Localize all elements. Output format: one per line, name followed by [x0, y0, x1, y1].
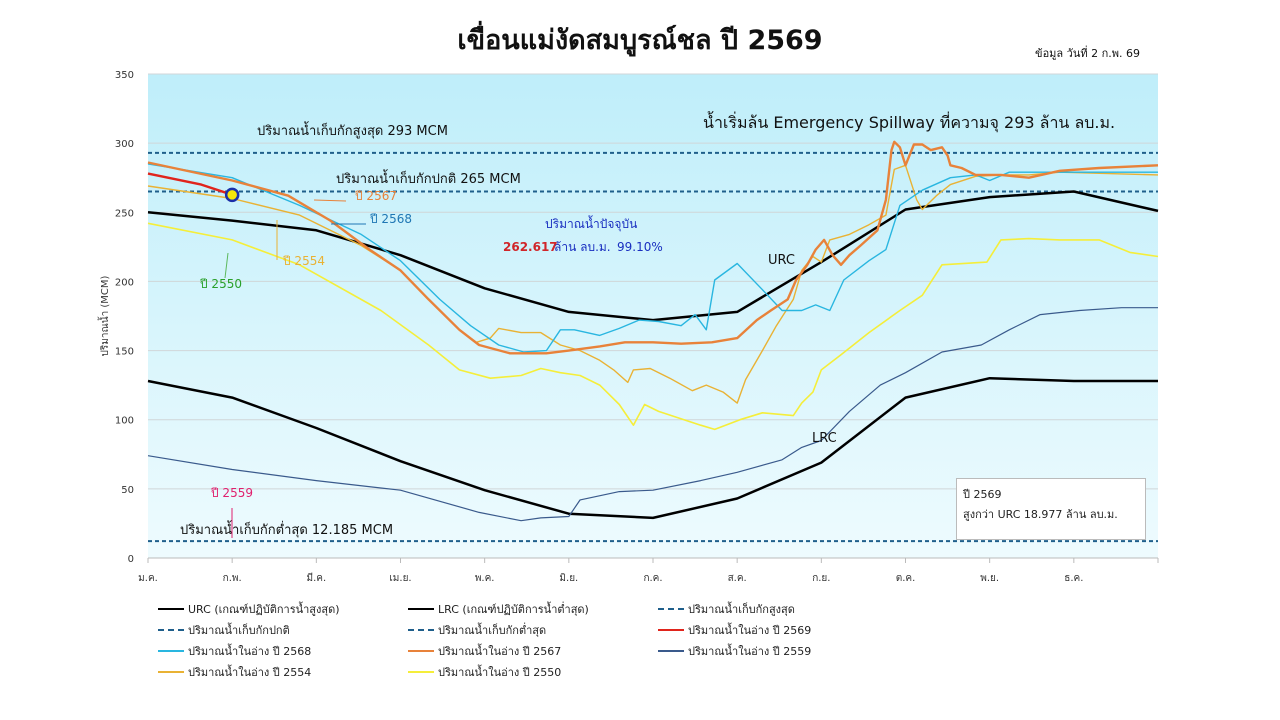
legend-item: ปริมาณน้ำในอ่าง ปี 2550	[408, 663, 658, 681]
legend-label: ปริมาณน้ำในอ่าง ปี 2550	[438, 666, 562, 679]
y-tick-label: 350	[115, 70, 134, 81]
y-tick-label: 250	[115, 208, 134, 219]
arrow-2550	[224, 252, 229, 279]
y-tick-label: 50	[121, 485, 134, 496]
legend-item: ปริมาณน้ำในอ่าง ปี 2554	[158, 663, 408, 681]
x-tick-label: พ.ค.	[475, 573, 495, 584]
legend-swatch	[408, 650, 434, 652]
x-tick-label: ม.ค.	[138, 573, 158, 584]
note-line-1: ปี 2569	[963, 488, 1002, 501]
legend-swatch	[408, 629, 434, 631]
legend-label: LRC (เกณฑ์ปฏิบัติการน้ำต่ำสุด)	[438, 603, 589, 616]
current-level-marker	[224, 187, 240, 203]
legend-item: URC (เกณฑ์ปฏิบัติการน้ำสูงสุด)	[158, 600, 408, 618]
legend-swatch	[158, 629, 184, 631]
legend-item: ปริมาณน้ำในอ่าง ปี 2567	[408, 642, 658, 660]
legend: URC (เกณฑ์ปฏิบัติการน้ำสูงสุด) LRC (เกณฑ์…	[158, 600, 858, 681]
legend-label: ปริมาณน้ำในอ่าง ปี 2559	[688, 645, 812, 658]
series-line	[147, 190, 1159, 322]
x-tick-label: มี.ค.	[307, 572, 327, 584]
ref-label-max: ปริมาณน้ำเก็บกักสูงสุด 293 MCM	[257, 121, 448, 139]
arrow-2567	[313, 199, 347, 202]
current-value: 262.617	[503, 240, 558, 254]
current-unit: ล้าน ลบ.ม.	[554, 240, 611, 254]
x-tick-label: ก.พ.	[223, 573, 242, 584]
spillway-annotation: น้ำเริ่มล้น Emergency Spillway ที่ความจุ…	[703, 111, 1115, 133]
y-tick-label: 0	[128, 554, 134, 565]
legend-label: ปริมาณน้ำในอ่าง ปี 2569	[688, 624, 812, 637]
series-line	[147, 222, 1159, 431]
legend-label: URC (เกณฑ์ปฏิบัติการน้ำสูงสุด)	[188, 603, 340, 616]
chart-title: เขื่อนแม่งัดสมบูรณ์ชล ปี 2569	[457, 25, 823, 56]
legend-swatch	[658, 629, 684, 631]
label-2568: ปี 2568	[369, 212, 412, 226]
legend-swatch	[158, 608, 184, 610]
series-line	[147, 164, 1159, 404]
legend-swatch	[408, 608, 434, 610]
legend-label: ปริมาณน้ำเก็บกักปกติ	[188, 624, 290, 637]
series-line	[147, 376, 1158, 520]
legend-item: ปริมาณน้ำเก็บกักต่ำสุด	[408, 621, 658, 639]
legend-item: ปริมาณน้ำในอ่าง ปี 2559	[658, 642, 908, 660]
legend-label: ปริมาณน้ำเก็บกักสูงสุด	[688, 603, 795, 616]
legend-swatch	[158, 671, 184, 673]
y-tick-label: 150	[115, 347, 134, 358]
x-tick-label: ธ.ค.	[1064, 573, 1083, 584]
x-tick-label: มิ.ย.	[559, 573, 578, 584]
legend-item: ปริมาณน้ำเก็บกักสูงสุด	[658, 600, 908, 618]
legend-label: ปริมาณน้ำในอ่าง ปี 2567	[438, 645, 562, 658]
y-tick-label: 100	[115, 416, 134, 427]
x-tick-label: ต.ค.	[896, 573, 916, 584]
series-line	[147, 163, 1158, 353]
y-axis-label: ปริมาณน้ำ (MCM)	[97, 275, 111, 356]
legend-swatch	[658, 650, 684, 652]
current-title: ปริมาณน้ำปัจจุบัน	[545, 215, 637, 232]
data-date: ข้อมูล วันที่ 2 ก.พ. 69	[1035, 47, 1140, 60]
legend-label: ปริมาณน้ำในอ่าง ปี 2568	[188, 645, 312, 658]
legend-swatch	[408, 671, 434, 673]
legend-item: ปริมาณน้ำในอ่าง ปี 2568	[158, 642, 408, 660]
legend-swatch	[158, 650, 184, 652]
lrc-label: LRC	[812, 431, 837, 446]
urc-label: URC	[768, 253, 795, 268]
series-line	[147, 172, 233, 196]
series-line	[147, 307, 1158, 522]
x-tick-label: ส.ค.	[728, 573, 747, 584]
x-tick-label: เม.ย.	[389, 573, 411, 584]
current-percent: 99.10%	[617, 240, 663, 254]
ref-label-normal: ปริมาณน้ำเก็บกักปกติ 265 MCM	[336, 169, 521, 187]
note-line-2: สูงกว่า URC 18.977 ล้าน ลบ.ม.	[963, 508, 1118, 521]
legend-label: ปริมาณน้ำในอ่าง ปี 2554	[188, 666, 312, 679]
label-2554: ปี 2554	[282, 254, 325, 268]
label-2567: ปี 2567	[354, 189, 397, 203]
legend-item: LRC (เกณฑ์ปฏิบัติการน้ำต่ำสุด)	[408, 600, 658, 618]
legend-item: ปริมาณน้ำในอ่าง ปี 2569	[658, 621, 908, 639]
label-2559: ปี 2559	[210, 486, 253, 500]
ref-label-min: ปริมาณน้ำเก็บกักต่ำสุด 12.185 MCM	[180, 520, 393, 538]
legend-item: ปริมาณน้ำเก็บกักปกติ	[158, 621, 408, 639]
legend-label: ปริมาณน้ำเก็บกักต่ำสุด	[438, 624, 547, 637]
x-tick-label: พ.ย.	[980, 573, 999, 584]
legend-swatch	[658, 608, 684, 610]
label-2550: ปี 2550	[199, 277, 242, 291]
y-tick-label: 300	[115, 139, 134, 150]
x-tick-label: ก.ย.	[812, 573, 830, 584]
y-tick-label: 200	[115, 277, 134, 288]
plot-area	[148, 74, 1158, 558]
series-line	[147, 140, 1159, 355]
x-tick-label: ก.ค.	[643, 573, 662, 584]
note-box: ปี 2569 สูงกว่า URC 18.977 ล้าน ลบ.ม.	[956, 478, 1146, 540]
